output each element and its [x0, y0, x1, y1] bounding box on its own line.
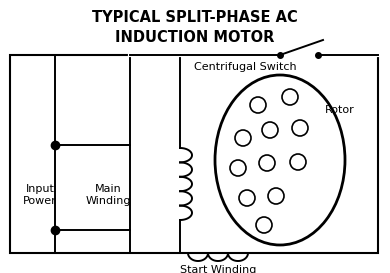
Text: Rotor: Rotor [325, 105, 355, 115]
Circle shape [256, 217, 272, 233]
Circle shape [292, 120, 308, 136]
Text: Centrifugal Switch: Centrifugal Switch [194, 62, 296, 72]
Circle shape [230, 160, 246, 176]
Ellipse shape [215, 75, 345, 245]
Circle shape [262, 122, 278, 138]
Circle shape [259, 155, 275, 171]
Circle shape [250, 97, 266, 113]
Circle shape [290, 154, 306, 170]
Text: Input
Power: Input Power [23, 184, 57, 206]
Circle shape [235, 130, 251, 146]
Text: Main
Winding: Main Winding [85, 184, 131, 206]
Text: TYPICAL SPLIT-PHASE AC: TYPICAL SPLIT-PHASE AC [92, 10, 298, 25]
Bar [10, 55, 378, 253]
Text: INDUCTION MOTOR: INDUCTION MOTOR [115, 31, 275, 46]
Circle shape [282, 89, 298, 105]
Text: Start Winding: Start Winding [180, 265, 256, 273]
Circle shape [239, 190, 255, 206]
Circle shape [268, 188, 284, 204]
